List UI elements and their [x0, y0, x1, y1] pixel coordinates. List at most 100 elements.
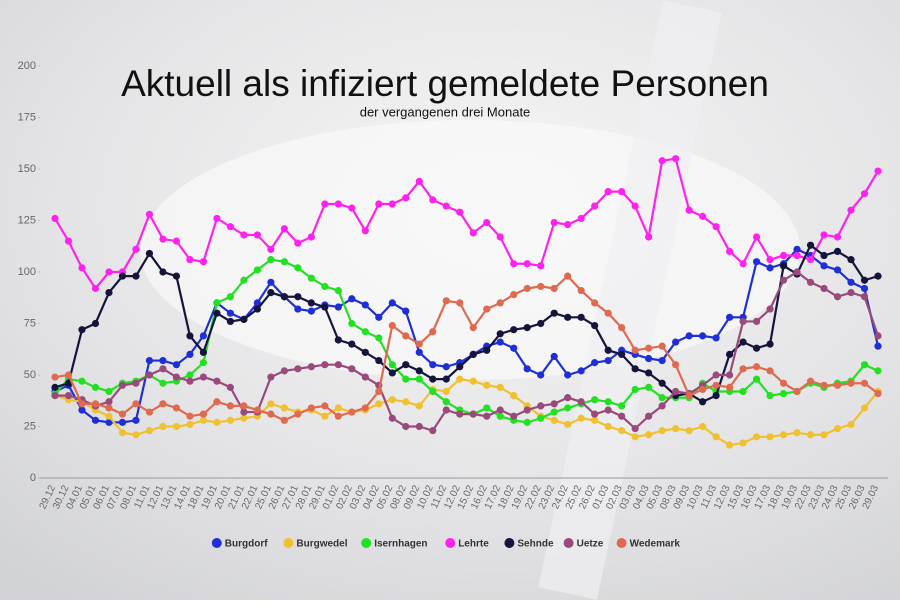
data-point: [375, 334, 383, 342]
data-point: [510, 291, 518, 299]
data-point: [51, 214, 59, 223]
data-point: [442, 202, 450, 210]
data-point: [604, 356, 612, 365]
data-point: [591, 321, 599, 330]
data-point: [118, 272, 127, 280]
data-point: [280, 258, 288, 266]
data-point: [213, 398, 221, 406]
data-point: [672, 387, 680, 396]
data-point: [402, 361, 410, 369]
data-point: [226, 223, 234, 231]
data-point: [199, 373, 208, 381]
data-point: [469, 377, 477, 385]
data-point: [699, 385, 707, 394]
data-point: [307, 307, 315, 315]
y-tick-label: 175: [18, 111, 36, 123]
data-point: [672, 361, 680, 369]
data-point: [658, 394, 666, 402]
data-point: [766, 392, 774, 400]
data-point: [334, 404, 342, 412]
data-point: [860, 361, 869, 369]
data-point: [860, 284, 869, 293]
data-point: [550, 218, 558, 227]
data-point: [645, 344, 653, 352]
data-point: [105, 412, 113, 420]
legend-label: Burgdorf: [225, 539, 268, 550]
data-point: [442, 406, 450, 414]
legend-label: Wedemark: [630, 539, 681, 550]
data-point: [645, 383, 653, 391]
data-point: [132, 272, 140, 280]
data-point: [537, 371, 545, 379]
data-point: [456, 208, 464, 216]
data-point: [145, 427, 154, 435]
data-point: [294, 365, 302, 373]
data-point: [806, 256, 815, 264]
data-point: [64, 371, 73, 379]
data-point: [469, 229, 477, 237]
data-point: [118, 429, 127, 437]
data-point: [78, 377, 86, 385]
data-point: [631, 424, 639, 433]
data-point: [240, 414, 248, 422]
data-point: [604, 309, 612, 317]
data-point: [860, 190, 869, 198]
data-point: [361, 227, 369, 235]
data-point: [483, 381, 491, 389]
data-point: [537, 282, 545, 291]
data-point: [564, 394, 572, 402]
data-point: [307, 274, 315, 282]
data-point: [779, 431, 788, 439]
data-point: [307, 233, 315, 241]
data-point: [496, 330, 504, 338]
data-point: [523, 365, 531, 373]
data-point: [510, 344, 518, 352]
data-point: [240, 408, 248, 416]
data-point: [429, 196, 437, 204]
data-point: [699, 422, 707, 431]
data-point: [469, 350, 477, 358]
data-point: [591, 396, 599, 404]
data-point: [712, 223, 720, 231]
data-point: [159, 379, 167, 387]
data-point: [860, 293, 869, 301]
data-point: [105, 387, 113, 396]
data-point: [577, 367, 585, 375]
data-point: [415, 340, 423, 348]
data-point: [712, 371, 720, 379]
data-point: [226, 402, 234, 410]
data-point: [550, 400, 558, 408]
data-point: [523, 284, 531, 293]
legend-swatch: [361, 538, 372, 548]
data-point: [307, 363, 315, 371]
data-point: [91, 383, 100, 391]
data-point: [91, 416, 100, 424]
data-point: [145, 249, 154, 258]
data-point: [132, 416, 140, 424]
data-point: [752, 258, 761, 266]
data-point: [145, 210, 154, 218]
data-point: [213, 377, 221, 385]
data-point: [577, 414, 585, 422]
data-point: [591, 410, 599, 418]
data-point: [429, 328, 437, 336]
data-point: [402, 422, 410, 431]
y-tick-label: 200: [18, 60, 36, 72]
data-point: [725, 350, 734, 358]
data-point: [631, 202, 639, 210]
data-point: [226, 317, 234, 326]
data-point: [699, 332, 707, 340]
y-tick-label: 75: [24, 317, 36, 329]
data-point: [510, 326, 518, 334]
data-point: [564, 221, 572, 229]
data-point: [820, 231, 828, 239]
data-point: [645, 354, 653, 363]
data-point: [537, 319, 545, 328]
data-point: [321, 412, 329, 420]
data-point: [199, 258, 208, 266]
data-point: [118, 410, 127, 418]
y-tick-label: 100: [18, 266, 36, 278]
data-point: [334, 200, 342, 208]
data-point: [91, 319, 100, 328]
data-point: [550, 284, 558, 293]
